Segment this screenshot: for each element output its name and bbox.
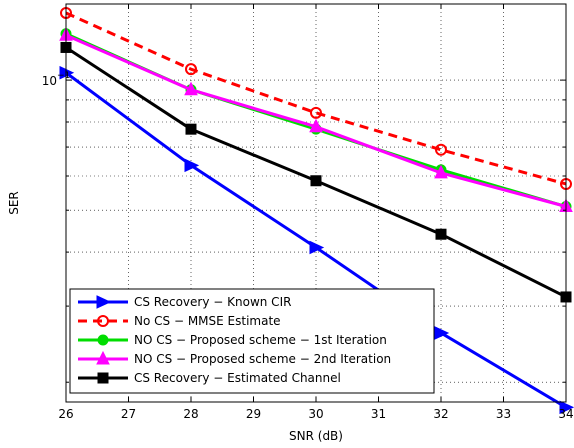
grid-lines xyxy=(65,4,567,402)
x-tick-label: 32 xyxy=(433,407,448,421)
x-axis-label: SNR (dB) xyxy=(289,429,343,443)
series-0 xyxy=(59,65,574,415)
x-tick-label: 30 xyxy=(308,407,323,421)
y-tick-label: 10 xyxy=(42,74,57,88)
plot-area xyxy=(59,6,574,415)
legend-entry-label: CS Recovery − Estimated Channel xyxy=(134,371,341,385)
data-point xyxy=(184,158,200,173)
y-axis-label: SER xyxy=(7,191,21,215)
legend-swatch-marker xyxy=(96,295,112,309)
data-point xyxy=(185,63,197,76)
x-tick-label: 34 xyxy=(558,407,573,421)
legend-swatch-marker xyxy=(96,350,110,365)
data-point xyxy=(185,123,197,135)
data-point xyxy=(434,164,448,179)
y-tick-exponent: −1 xyxy=(57,71,70,81)
series-line xyxy=(65,11,567,186)
data-point xyxy=(435,228,447,240)
axes: 26 27 28 29 30 31 32 33 34 10 −1 xyxy=(42,3,574,421)
x-tick-label: 26 xyxy=(58,407,73,421)
legend-swatch-marker xyxy=(97,315,109,327)
data-point xyxy=(310,175,322,187)
x-tick-label: 27 xyxy=(121,407,136,421)
legend: CS Recovery − Known CIR No CS − MMSE Esti… xyxy=(69,288,435,394)
x-tick-label: 29 xyxy=(246,407,261,421)
data-point xyxy=(559,400,574,415)
legend-swatch-marker xyxy=(97,334,109,346)
x-tick-label: 31 xyxy=(371,407,386,421)
data-point xyxy=(309,240,325,255)
data-point xyxy=(309,118,323,133)
legend-entry-label: CS Recovery − Known CIR xyxy=(134,295,291,309)
x-tick-label: 28 xyxy=(183,407,198,421)
legend-box xyxy=(69,288,435,394)
data-point xyxy=(435,143,447,156)
data-point xyxy=(184,81,198,96)
x-tick-label: 33 xyxy=(496,407,511,421)
legend-swatch-marker xyxy=(97,372,109,384)
data-point xyxy=(434,326,450,340)
legend-entry-label: No CS − MMSE Estimate xyxy=(134,314,281,328)
legend-entry-label: NO CS − Proposed scheme − 1st Iteration xyxy=(134,333,387,347)
legend-entry-label: NO CS − Proposed scheme − 2nd Iteration xyxy=(134,352,391,366)
data-point xyxy=(310,106,322,119)
